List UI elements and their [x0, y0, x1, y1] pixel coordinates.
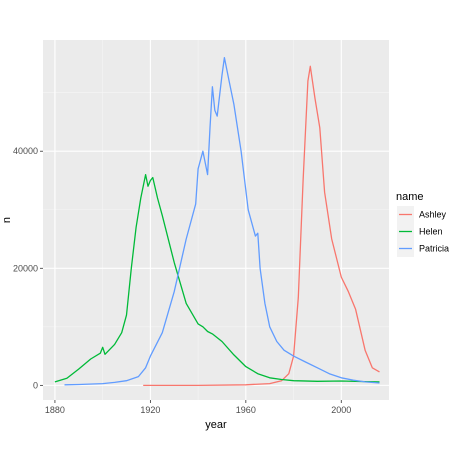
- y-axis-ticks: 0 20000 40000: [13, 146, 43, 390]
- x-tick-label: 1880: [45, 405, 65, 415]
- series-line-helen: [54, 173, 380, 383]
- series-lines: [54, 56, 380, 387]
- y-tick-label: 40000: [13, 146, 38, 156]
- minor-gridlines: [43, 40, 389, 400]
- legend-label-ashley: Ashley: [419, 210, 447, 220]
- series-line-patricia: [64, 56, 380, 386]
- major-gridlines: [43, 40, 389, 400]
- y-tick-label: 20000: [13, 263, 38, 273]
- legend-label-helen: Helen: [419, 227, 443, 237]
- legend-label-patricia: Patricia: [419, 244, 449, 254]
- x-tick-label: 1960: [236, 405, 256, 415]
- y-tick-label: 0: [33, 380, 38, 390]
- y-axis-title: n: [1, 217, 13, 223]
- series-line-ashley: [143, 65, 380, 387]
- legend: name Ashley Helen Patricia: [396, 191, 449, 257]
- x-tick-label: 2000: [331, 405, 351, 415]
- legend-title: name: [396, 191, 424, 203]
- x-axis-title: year: [205, 419, 227, 431]
- x-tick-label: 1920: [140, 405, 160, 415]
- plot-panel: [43, 40, 389, 400]
- x-axis-ticks: 1880 1920 1960 2000: [45, 400, 351, 415]
